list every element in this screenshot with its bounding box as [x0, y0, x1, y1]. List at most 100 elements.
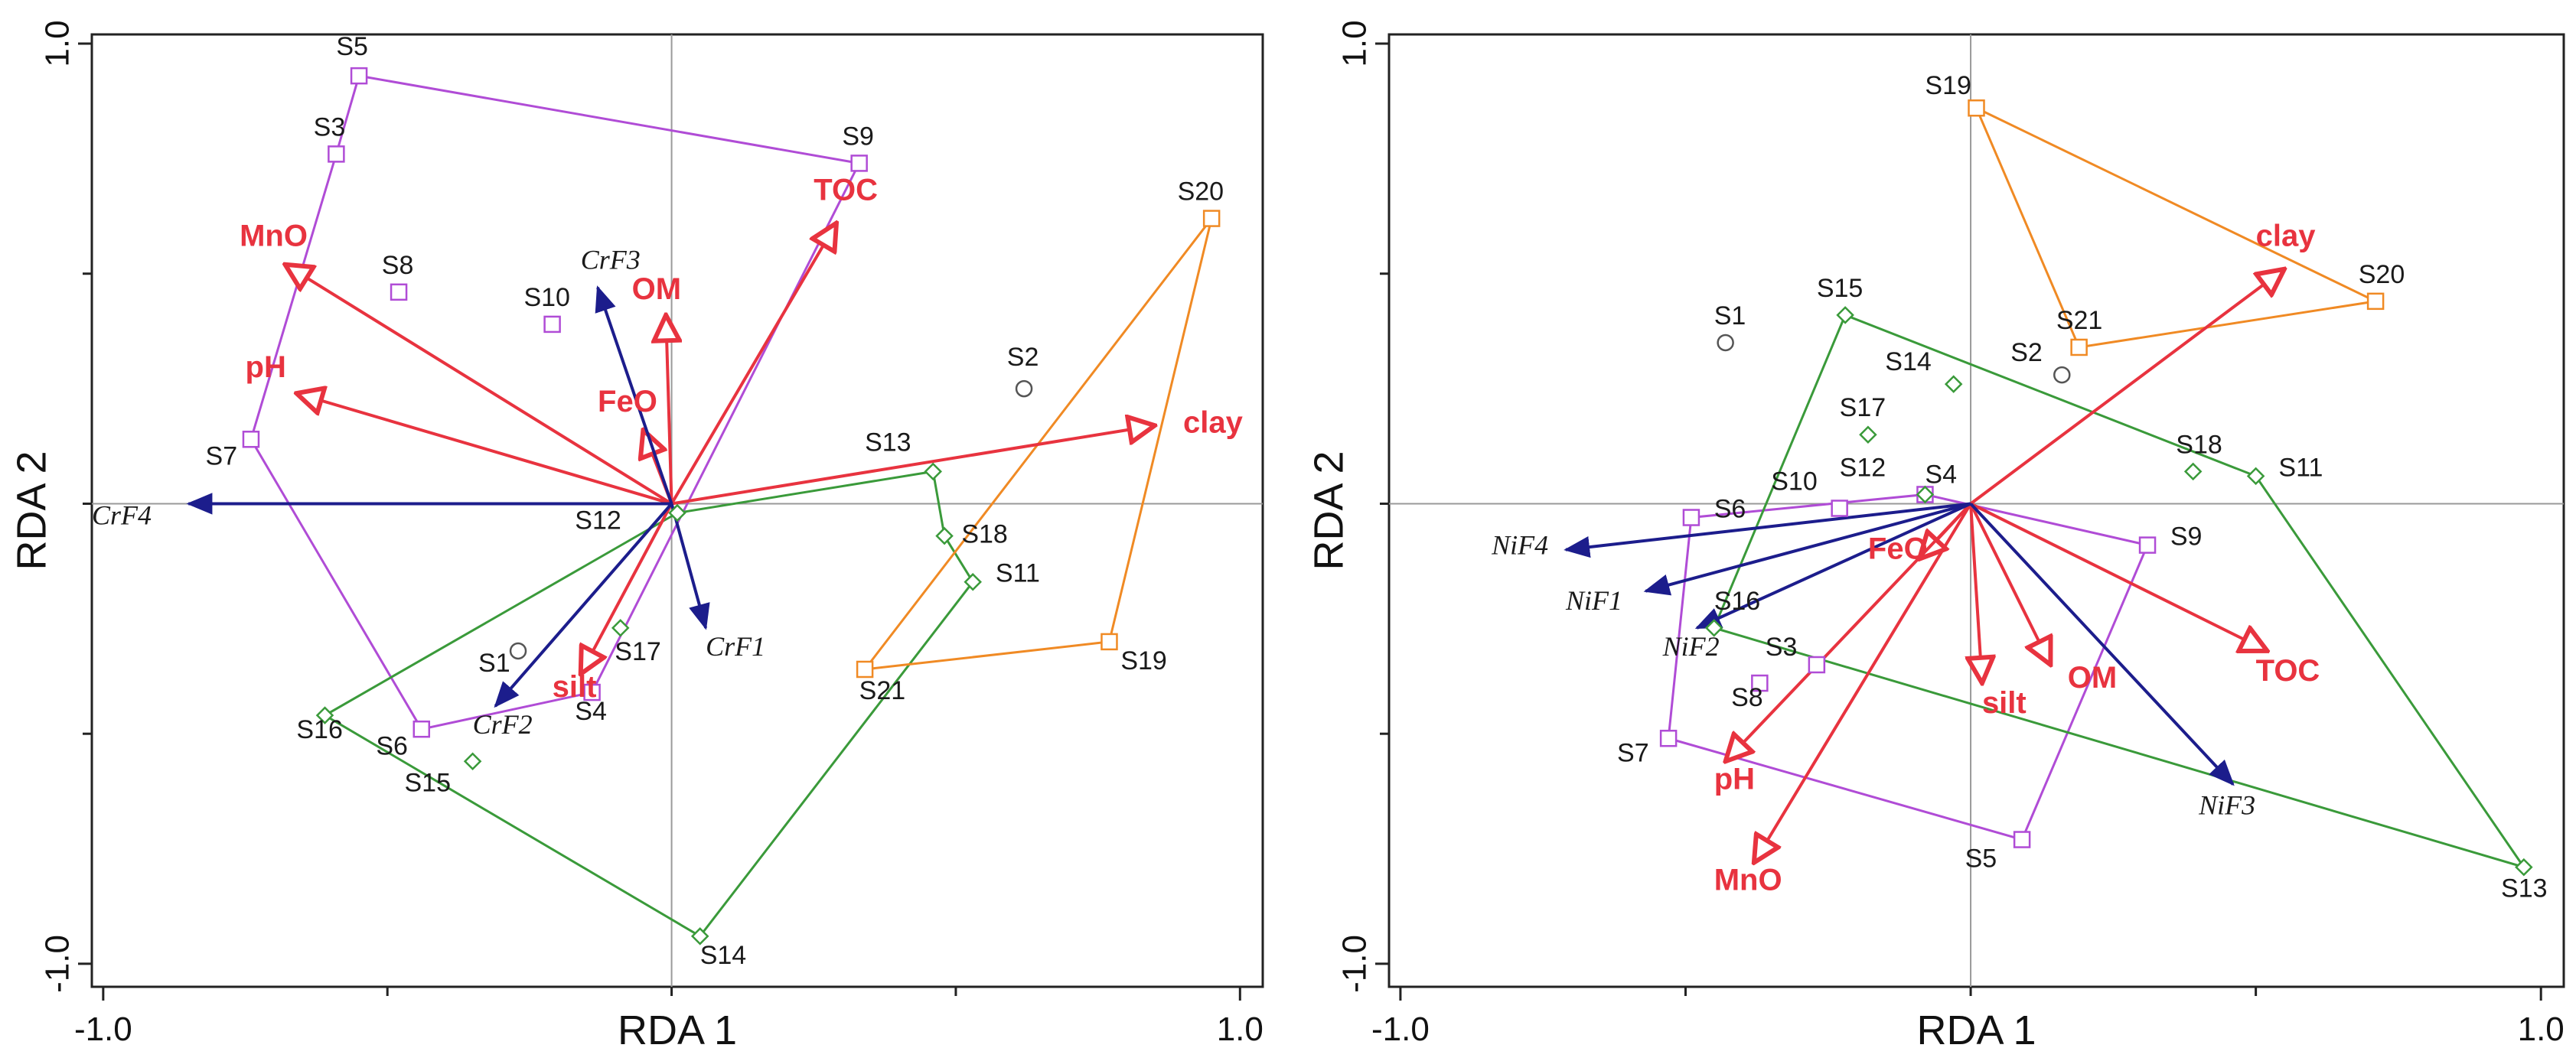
env-label-feo: FeO	[598, 385, 657, 418]
sample-label-s7: S7	[1617, 738, 1649, 767]
sample-label-s12: S12	[575, 506, 621, 535]
sample-marker-s21	[2070, 338, 2088, 356]
sample-label-s1: S1	[1714, 301, 1746, 330]
species-vector-crf1	[670, 503, 710, 630]
sample-label-s16: S16	[296, 715, 343, 744]
sample-marker-s6	[1682, 509, 1700, 526]
env-vector-ph	[1726, 503, 1972, 761]
sample-label-s2: S2	[1007, 343, 1039, 372]
sample-label-s9: S9	[842, 122, 874, 151]
env-vector-ph	[296, 393, 673, 506]
sample-label-s21: S21	[2056, 306, 2103, 335]
sample-label-s11: S11	[2278, 453, 2323, 482]
species-label-nif4: NiF4	[1491, 530, 1548, 561]
sample-marker-s5	[350, 67, 368, 85]
env-label-mno: MnO	[240, 220, 308, 253]
env-label-ph: pH	[1714, 762, 1755, 796]
sample-marker-s11	[2246, 467, 2265, 486]
env-vector-om	[1969, 503, 2050, 665]
sample-label-s3: S3	[1766, 633, 1798, 662]
sample-label-s6: S6	[376, 731, 408, 760]
sample-label-s17: S17	[1840, 393, 1886, 422]
sample-marker-s10	[543, 315, 561, 334]
sample-label-s7: S7	[206, 441, 238, 470]
sample-marker-s18	[2183, 462, 2203, 481]
env-vector-om	[666, 315, 671, 504]
sample-marker-s19	[1968, 99, 1985, 117]
y-tick-label: 1.0	[39, 20, 77, 67]
sample-label-s2: S2	[2010, 338, 2043, 367]
sample-label-s17: S17	[615, 637, 661, 666]
hull-green	[1712, 313, 2527, 870]
species-label-crf1: CrF1	[706, 631, 765, 662]
sample-marker-s9	[850, 155, 868, 172]
sample-marker-s20	[1202, 210, 1221, 227]
sample-label-s13: S13	[865, 428, 911, 457]
sample-label-s8: S8	[382, 251, 414, 280]
sample-label-s5: S5	[336, 32, 368, 61]
sample-marker-s16	[315, 706, 334, 724]
sample-marker-s1	[1717, 334, 1734, 352]
sample-label-s20: S20	[2359, 260, 2405, 289]
sample-label-s10: S10	[523, 283, 570, 312]
hull-purple	[1667, 493, 2150, 841]
env-vector-toc	[670, 223, 836, 505]
sample-label-s14: S14	[1885, 347, 1932, 376]
env-vector-clay	[671, 425, 1155, 506]
sample-label-s9: S9	[2170, 522, 2203, 552]
sample-label-s14: S14	[700, 941, 747, 970]
sample-marker-s8	[390, 283, 408, 301]
y-tick-label: -1.0	[39, 935, 77, 993]
sample-marker-s13	[924, 462, 942, 481]
sample-label-s19: S19	[1120, 646, 1167, 675]
env-label-clay: clay	[1183, 405, 1244, 439]
x-tick-label: -1.0	[74, 1011, 132, 1048]
x-tick-label: 1.0	[2518, 1011, 2565, 1048]
species-vector-crf3	[595, 285, 673, 505]
sample-label-s19: S19	[1925, 71, 1971, 100]
sample-label-s12: S12	[1840, 453, 1886, 482]
sample-label-s3: S3	[314, 112, 346, 142]
sample-marker-s2	[1015, 379, 1033, 398]
env-vector-mno	[285, 265, 673, 506]
sample-marker-s18	[935, 526, 954, 545]
sample-marker-s9	[2138, 536, 2157, 554]
sample-label-s15: S15	[404, 768, 451, 797]
plot-frame	[1387, 33, 2565, 988]
sample-marker-s13	[2515, 858, 2533, 877]
sample-marker-s21	[856, 660, 874, 679]
env-vector-toc	[1970, 502, 2267, 650]
sample-marker-s10	[1831, 500, 1848, 517]
y-tick-label: 1.0	[1336, 20, 1374, 67]
sample-marker-s5	[2013, 831, 2031, 848]
species-vector-nif4	[1564, 502, 1971, 558]
env-vector-mno	[1754, 503, 1972, 862]
env-label-silt: silt	[553, 670, 597, 704]
sample-marker-s15	[1836, 306, 1854, 324]
sample-label-s15: S15	[1817, 274, 1864, 303]
species-label-nif1: NiF1	[1565, 585, 1622, 616]
env-label-silt: silt	[1982, 686, 2027, 720]
species-label-crf3: CrF3	[581, 245, 641, 275]
sample-label-s11: S11	[996, 559, 1040, 588]
species-vector-nif1	[1643, 502, 1971, 596]
sample-marker-s7	[242, 431, 260, 448]
species-label-nif2: NiF2	[1662, 631, 1720, 662]
species-vector-crf2	[494, 503, 673, 708]
species-vector-nif2	[1694, 502, 1971, 630]
sample-label-s21: S21	[859, 676, 906, 705]
sample-marker-s3	[328, 145, 345, 163]
sample-label-s8: S8	[1731, 683, 1763, 712]
env-label-clay: clay	[2256, 220, 2317, 253]
sample-label-s6: S6	[1714, 495, 1746, 524]
sample-label-s4: S4	[1925, 460, 1957, 489]
species-label-crf4: CrF4	[92, 500, 152, 531]
hull-orange	[1974, 106, 2380, 349]
sample-label-s4: S4	[575, 697, 607, 726]
sample-label-s18: S18	[2176, 430, 2222, 459]
sample-marker-s11	[964, 572, 982, 591]
env-label-toc: TOC	[814, 174, 878, 207]
sample-marker-s12	[1916, 485, 1935, 504]
env-label-ph: pH	[246, 350, 286, 384]
